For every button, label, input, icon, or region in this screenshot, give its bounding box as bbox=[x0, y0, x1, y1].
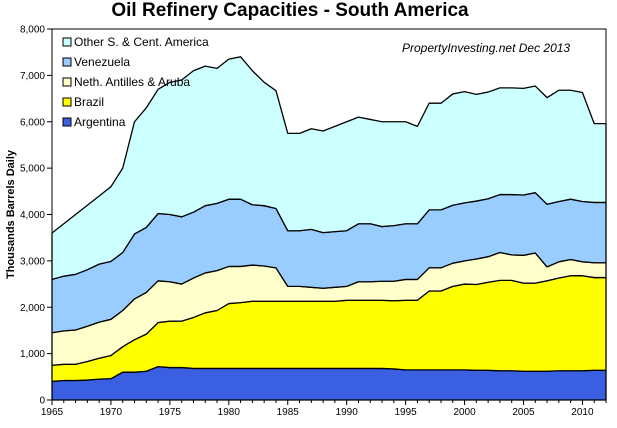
x-tick-label: 1990 bbox=[336, 407, 359, 418]
legend-label: Argentina bbox=[74, 115, 126, 129]
source-annotation: PropertyInvesting.net Dec 2013 bbox=[402, 41, 570, 55]
x-tick-label: 1965 bbox=[41, 407, 64, 418]
x-tick-label: 2000 bbox=[453, 407, 476, 418]
legend-label: Neth. Antilles & Aruba bbox=[74, 75, 190, 89]
x-tick-label: 1975 bbox=[159, 407, 182, 418]
y-tick-label: 5,000 bbox=[20, 164, 45, 175]
y-tick-label: 1,000 bbox=[20, 349, 45, 360]
legend-swatch bbox=[62, 97, 72, 107]
legend-label: Brazil bbox=[74, 95, 104, 109]
y-tick-label: 7,000 bbox=[20, 71, 45, 82]
chart-title: Oil Refinery Capacities - South America bbox=[111, 0, 469, 21]
y-tick-label: 4,000 bbox=[20, 210, 45, 221]
x-axis: 1965 1970 1975 1980 1985 1990 1995 2000 2005 2010 bbox=[41, 400, 607, 418]
legend-swatch bbox=[62, 77, 72, 87]
x-tick-label: 1980 bbox=[218, 407, 241, 418]
x-tick-label: 1970 bbox=[100, 407, 123, 418]
legend-swatch bbox=[62, 37, 72, 47]
x-tick-label: 1985 bbox=[277, 407, 300, 418]
y-tick-label: 0 bbox=[39, 396, 45, 407]
legend-swatch bbox=[62, 117, 72, 127]
x-tick-label: 1995 bbox=[394, 407, 417, 418]
legend-label: Other S. & Cent. America bbox=[74, 35, 209, 49]
y-axis-label: Thousands Barrels Daily bbox=[5, 149, 17, 279]
y-tick-label: 3,000 bbox=[20, 256, 45, 267]
legend-label: Venezuela bbox=[74, 55, 130, 69]
x-tick-label: 2010 bbox=[571, 407, 594, 418]
y-tick-label: 2,000 bbox=[20, 303, 45, 314]
stacked-areas bbox=[51, 56, 607, 401]
x-tick-label: 2005 bbox=[512, 407, 535, 418]
y-tick-label: 8,000 bbox=[20, 25, 45, 36]
y-tick-label: 6,000 bbox=[20, 117, 45, 128]
y-axis: 0 1,000 2,000 3,000 4,000 5,000 6,000 7,000 8,00… bbox=[20, 25, 52, 407]
legend-swatch bbox=[62, 57, 72, 67]
legend: Other S. & Cent. America Venezuela Neth. A… bbox=[62, 35, 209, 129]
